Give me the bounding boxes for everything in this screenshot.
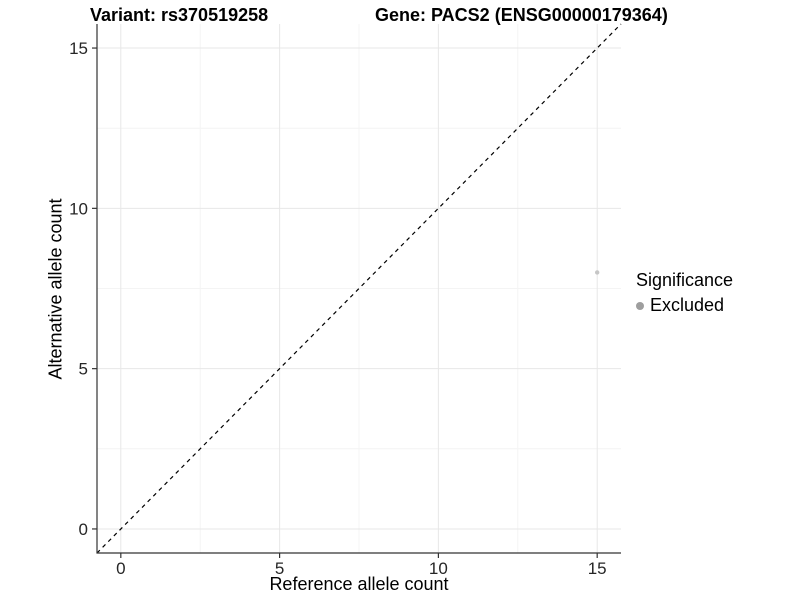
y-tick-label: 5 bbox=[79, 360, 88, 379]
plot-title-variant: Variant: rs370519258 bbox=[90, 5, 269, 25]
x-tick-label: 15 bbox=[588, 559, 607, 578]
legend-item-excluded: Excluded bbox=[636, 295, 733, 316]
x-tick-label: 5 bbox=[275, 559, 284, 578]
x-axis-title: Reference allele count bbox=[269, 574, 449, 594]
legend: Significance Excluded bbox=[636, 270, 733, 316]
y-tick-label: 10 bbox=[69, 199, 88, 218]
legend-title: Significance bbox=[636, 270, 734, 290]
y-tick-label: 0 bbox=[79, 520, 88, 539]
plot-title-gene: Gene: PACS2 (ENSG00000179364) bbox=[375, 5, 668, 25]
x-tick-label: 10 bbox=[429, 559, 448, 578]
legend-item-label: Excluded bbox=[650, 295, 725, 315]
y-axis-title: Alternative allele count bbox=[45, 198, 66, 380]
legend-point-icon bbox=[636, 301, 644, 310]
data-point bbox=[594, 270, 600, 275]
y-tick-label: 15 bbox=[69, 39, 88, 58]
x-tick-label: 0 bbox=[116, 559, 125, 578]
